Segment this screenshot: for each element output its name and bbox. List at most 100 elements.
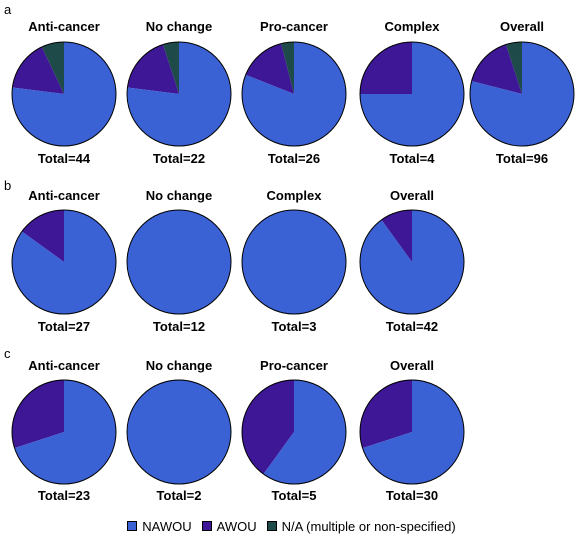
pie-slice-nawou xyxy=(242,210,346,314)
pie-slice-awou xyxy=(242,380,294,475)
panel-letter-c: c xyxy=(4,346,11,361)
pie-total-label: Total=12 xyxy=(153,319,205,334)
pie-total-label: Total=2 xyxy=(157,488,202,503)
pie xyxy=(359,209,465,315)
panel-letter-b: b xyxy=(4,178,11,193)
pie-slice-awou xyxy=(471,44,522,94)
pie-slice-nawou xyxy=(14,380,117,485)
pie-title: No change xyxy=(146,188,212,203)
pie-title: Overall xyxy=(390,358,434,373)
pie-slice-nawou xyxy=(360,209,465,315)
pie-outline xyxy=(359,379,465,485)
chart-legend: NAWOU AWOU N/A (multiple or non-specifie… xyxy=(0,514,583,538)
pie xyxy=(126,379,232,485)
pie-outline xyxy=(241,209,347,315)
pie-outline xyxy=(126,379,232,485)
pie-slice-nawou xyxy=(360,42,464,146)
pie-slice-na xyxy=(162,42,179,94)
pie xyxy=(359,41,465,147)
panel-a: a Anti-cancer Total=44 No change Total=2… xyxy=(4,2,575,166)
pie-outline xyxy=(359,209,465,315)
pie-slice-nawou xyxy=(263,380,347,484)
pie xyxy=(11,209,117,315)
pie-slice-na xyxy=(505,42,522,94)
pie-slice-awou xyxy=(12,46,64,94)
legend-label-nawou: NAWOU xyxy=(142,518,192,534)
legend-swatch-awou xyxy=(201,521,212,531)
pie-title: Anti-cancer xyxy=(28,188,100,203)
pie-outline xyxy=(11,209,117,315)
legend-item-nawou: NAWOU xyxy=(127,518,192,534)
pie-slice-nawou xyxy=(12,210,117,314)
pie-group-a-0: Anti-cancer Total=44 xyxy=(11,19,117,166)
pie-total-label: Total=30 xyxy=(386,488,438,503)
pie-total-label: Total=3 xyxy=(272,319,317,334)
pie-slice-nawou xyxy=(126,42,231,146)
pie-total-label: Total=96 xyxy=(496,151,548,166)
pie-slice-awou xyxy=(381,210,412,262)
pie-title: No change xyxy=(146,19,212,34)
pie-slice-na xyxy=(281,42,294,94)
pie-total-label: Total=23 xyxy=(38,488,90,503)
pie-title: Anti-cancer xyxy=(28,358,100,373)
legend-swatch-nawou xyxy=(127,521,138,531)
pie-total-label: Total=26 xyxy=(268,151,320,166)
pie-group-c-0: Anti-cancer Total=23 xyxy=(11,358,117,503)
pie-group-c-2: Pro-cancer Total=5 xyxy=(241,358,347,503)
pie-title: Pro-cancer xyxy=(260,358,328,373)
pie-group-a-2: Pro-cancer Total=26 xyxy=(241,19,347,166)
pie xyxy=(241,209,347,315)
pie-outline xyxy=(241,379,347,485)
pie-slice-nawou xyxy=(127,210,231,314)
legend-label-na: N/A (multiple or non-specified) xyxy=(281,518,456,534)
pie-total-label: Total=5 xyxy=(272,488,317,503)
panel-c: c Anti-cancer Total=23 No change Total=2… xyxy=(4,346,465,503)
panel-b: b Anti-cancer Total=27 No change Total=1… xyxy=(4,178,465,334)
pie-group-b-2: Complex Total=3 xyxy=(241,188,347,334)
pie-group-b-3: Overall Total=42 xyxy=(359,188,465,334)
pie-title: No change xyxy=(146,358,212,373)
pie-outline xyxy=(359,41,465,147)
pie-total-label: Total=4 xyxy=(390,151,436,166)
pie-slice-nawou xyxy=(127,380,231,484)
pie xyxy=(241,41,347,147)
legend-item-na: N/A (multiple or non-specified) xyxy=(266,518,456,534)
legend-item-awou: AWOU xyxy=(201,519,257,534)
pie-total-label: Total=44 xyxy=(38,151,91,166)
pie-group-a-4: Overall Total=96 xyxy=(469,19,575,166)
pie-title: Overall xyxy=(390,188,434,203)
pie-slice-nawou xyxy=(11,42,116,146)
pie-title: Overall xyxy=(500,19,544,34)
pie xyxy=(11,41,117,147)
pie-outline xyxy=(469,41,575,147)
pie xyxy=(359,379,465,485)
pie xyxy=(469,41,575,147)
pie-group-c-3: Overall Total=30 xyxy=(359,358,465,503)
pie-slice-na xyxy=(41,42,64,94)
panel-letter-a: a xyxy=(4,2,12,17)
pie xyxy=(126,41,232,147)
pie-group-b-1: No change Total=12 xyxy=(126,188,232,334)
pie-slice-awou xyxy=(360,42,412,94)
pie-group-c-1: No change Total=2 xyxy=(126,358,232,503)
pie-outline xyxy=(11,379,117,485)
pie-chart-figure: a Anti-cancer Total=44 No change Total=2… xyxy=(4,2,575,503)
pie xyxy=(11,379,117,485)
pie-slice-awou xyxy=(245,43,294,94)
legend-swatch-na xyxy=(266,521,277,531)
pie-slice-nawou xyxy=(362,380,465,485)
pie-slice-awou xyxy=(21,210,64,262)
pie-slice-nawou xyxy=(469,42,574,146)
pie xyxy=(241,379,347,485)
pie-outline xyxy=(241,41,347,147)
pie-group-a-3: Complex Total=4 xyxy=(359,19,465,166)
pie-title: Anti-cancer xyxy=(28,19,100,34)
pie-slice-awou xyxy=(12,380,65,449)
pie-total-label: Total=42 xyxy=(386,319,438,334)
pie-title: Complex xyxy=(267,188,323,203)
pie-title: Pro-cancer xyxy=(260,19,328,34)
pie-title: Complex xyxy=(385,19,441,34)
pie-group-b-0: Anti-cancer Total=27 xyxy=(11,188,117,334)
pie-slice-awou xyxy=(127,44,179,94)
pie-total-label: Total=27 xyxy=(38,319,90,334)
